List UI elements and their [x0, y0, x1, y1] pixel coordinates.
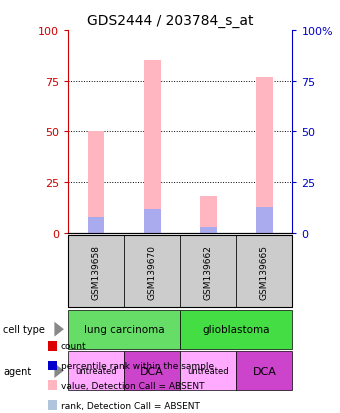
Text: count: count — [61, 341, 86, 350]
Bar — [88, 132, 104, 233]
Bar — [144, 209, 160, 233]
Text: GSM139670: GSM139670 — [148, 244, 157, 299]
Text: untreated: untreated — [75, 366, 117, 375]
Text: value, Detection Call = ABSENT: value, Detection Call = ABSENT — [61, 381, 204, 390]
Bar — [200, 227, 217, 233]
Text: agent: agent — [3, 366, 32, 376]
Text: cell type: cell type — [3, 324, 45, 335]
Text: untreated: untreated — [187, 366, 229, 375]
Text: DCA: DCA — [140, 366, 164, 376]
Text: GDS2444 / 203784_s_at: GDS2444 / 203784_s_at — [87, 14, 253, 28]
Text: GSM139658: GSM139658 — [91, 244, 101, 299]
Text: GSM139665: GSM139665 — [260, 244, 269, 299]
Text: rank, Detection Call = ABSENT: rank, Detection Call = ABSENT — [61, 401, 199, 410]
Bar — [256, 78, 273, 233]
Bar — [256, 207, 273, 233]
Text: lung carcinoma: lung carcinoma — [84, 324, 165, 335]
Bar — [200, 197, 217, 233]
Bar — [88, 217, 104, 233]
Text: GSM139662: GSM139662 — [204, 244, 213, 299]
Bar — [144, 61, 160, 233]
Text: glioblastoma: glioblastoma — [203, 324, 270, 335]
Text: DCA: DCA — [252, 366, 276, 376]
Text: percentile rank within the sample: percentile rank within the sample — [61, 361, 214, 370]
